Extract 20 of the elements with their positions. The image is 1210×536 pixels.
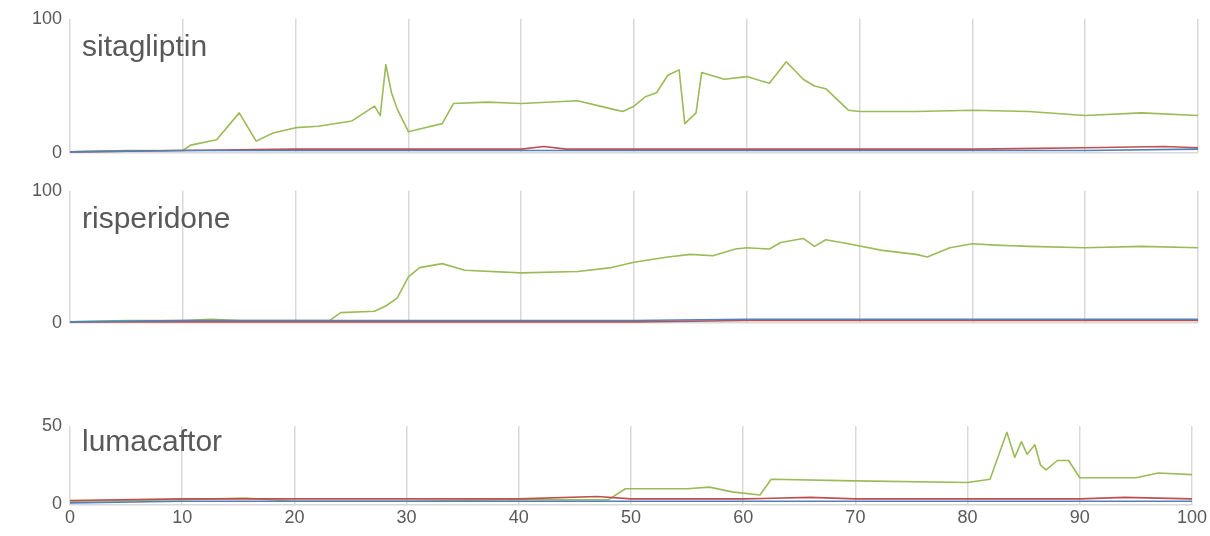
- x-tick-label: 70: [845, 507, 866, 528]
- y-tick-label: 0: [51, 142, 62, 163]
- x-tick-label: 0: [64, 507, 76, 528]
- y-tick-label: 100: [31, 179, 62, 200]
- x-tick-label: 10: [172, 507, 193, 528]
- chart-title: sitagliptin: [82, 29, 208, 63]
- x-tick-label: 30: [396, 507, 417, 528]
- x-tick-label: 100: [1176, 507, 1208, 528]
- x-tick-label: 40: [508, 507, 529, 528]
- chart-title: risperidone: [82, 201, 231, 235]
- x-tick-label: 20: [284, 507, 305, 528]
- x-tick-label: 90: [1069, 507, 1090, 528]
- y-tick-label: 100: [31, 7, 62, 28]
- x-tick-label: 80: [957, 507, 978, 528]
- x-tick-label: 60: [733, 507, 754, 528]
- x-tick-label: 50: [620, 507, 642, 528]
- chart-title: lumacaftor: [82, 424, 223, 458]
- y-tick-label: 0: [51, 312, 62, 333]
- y-tick-label: 0: [51, 493, 62, 514]
- y-tick-label: 50: [41, 414, 62, 435]
